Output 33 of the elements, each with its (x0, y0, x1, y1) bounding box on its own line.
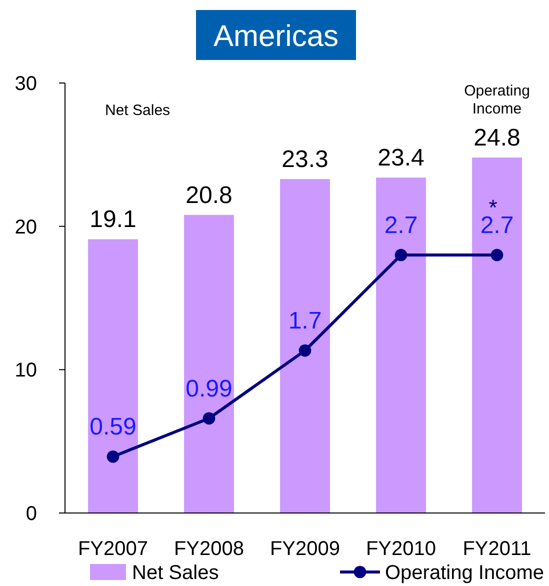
x-tick-label: FY2008 (174, 538, 244, 560)
bar (472, 158, 522, 513)
data-label: 19.1 (90, 206, 136, 234)
data-label: 0.99 (186, 375, 232, 402)
data-label: 24.8 (474, 124, 520, 152)
point (394, 248, 408, 262)
x-tick-label: FY2010 (366, 538, 436, 560)
data-label: 0.59 (90, 414, 136, 441)
y-tick-label: 0 (26, 503, 37, 525)
y-tick-label: 20 (14, 216, 37, 238)
point (490, 248, 504, 262)
x-tick-label: FY2009 (270, 538, 340, 560)
bar (184, 214, 234, 513)
y-tick-label: 30 (14, 73, 37, 95)
data-label: 23.3 (282, 146, 328, 174)
legend-label: Operating Income (385, 562, 544, 584)
data-label: 1.7 (288, 308, 322, 335)
data-label: 20.8 (186, 182, 232, 209)
bar (280, 179, 330, 513)
annotation: Net Sales (105, 102, 170, 119)
data-label: 23.4 (378, 144, 424, 172)
chart-title: Americas (213, 20, 339, 53)
bar (376, 178, 426, 513)
annotation: Operating Income (464, 82, 530, 118)
bar (88, 239, 138, 513)
x-tick-label: FY2011 (462, 538, 532, 560)
legend-label: Net Sales (132, 562, 219, 584)
point (202, 412, 216, 425)
point (106, 450, 120, 463)
data-label: 2.7 (384, 212, 418, 239)
y-tick-label: 10 (14, 360, 37, 382)
x-tick-label: FY2007 (78, 538, 148, 560)
point (298, 344, 312, 357)
